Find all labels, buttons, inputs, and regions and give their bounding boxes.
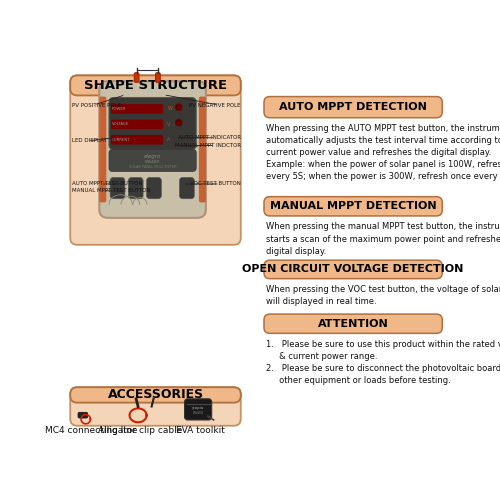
Text: Alligator clip cable: Alligator clip cable: [98, 426, 182, 435]
Text: MANUAL MPPT INDCTOR: MANUAL MPPT INDCTOR: [174, 143, 241, 148]
Text: POWER: POWER: [112, 106, 126, 110]
FancyBboxPatch shape: [184, 399, 212, 420]
Text: PV POSITIVE POLE: PV POSITIVE POLE: [72, 102, 121, 108]
FancyBboxPatch shape: [134, 72, 139, 83]
Circle shape: [176, 120, 182, 126]
Text: When pressing the manual MPPT test button, the instrument
starts a scan of the m: When pressing the manual MPPT test butto…: [266, 222, 500, 256]
Text: LED DISPLAY: LED DISPLAY: [72, 138, 107, 143]
Text: 1.   Please be sure to use this product within the rated voltage
     & current : 1. Please be sure to use this product wi…: [266, 340, 500, 386]
Circle shape: [176, 104, 182, 110]
FancyBboxPatch shape: [100, 96, 106, 202]
FancyBboxPatch shape: [264, 196, 442, 216]
FancyBboxPatch shape: [110, 178, 125, 199]
FancyBboxPatch shape: [70, 76, 241, 245]
Text: VOC TEST BUTTON: VOC TEST BUTTON: [190, 182, 241, 186]
Text: A: A: [168, 137, 171, 142]
Text: V: V: [168, 122, 171, 126]
Text: WS400: WS400: [145, 160, 160, 164]
Text: AUTO MPPT DETECTION: AUTO MPPT DETECTION: [279, 102, 427, 112]
Text: MANUAL MPPT DETECTION: MANUAL MPPT DETECTION: [270, 202, 436, 211]
Text: VOLTAGE: VOLTAGE: [112, 122, 129, 126]
Text: MANUAL MPPT TEST BUTTON: MANUAL MPPT TEST BUTTON: [72, 188, 151, 194]
FancyBboxPatch shape: [128, 178, 143, 199]
FancyBboxPatch shape: [111, 104, 163, 114]
FancyBboxPatch shape: [109, 98, 196, 150]
Text: ytopia: ytopia: [192, 406, 204, 409]
Text: elegro: elegro: [144, 154, 162, 159]
Text: OPEN CIRCUIT VOLTAGE DETECTION: OPEN CIRCUIT VOLTAGE DETECTION: [242, 264, 464, 274]
Text: When pressing the VOC test button, the voltage of solar panel
will displayed in : When pressing the VOC test button, the v…: [266, 285, 500, 306]
FancyBboxPatch shape: [100, 81, 206, 218]
FancyBboxPatch shape: [146, 178, 162, 199]
FancyBboxPatch shape: [111, 135, 163, 144]
FancyBboxPatch shape: [111, 120, 163, 129]
FancyBboxPatch shape: [70, 76, 241, 96]
FancyBboxPatch shape: [109, 150, 196, 172]
Text: AUTO MPPT TEST BUTTON: AUTO MPPT TEST BUTTON: [72, 182, 143, 186]
Text: ATTENTION: ATTENTION: [318, 318, 388, 328]
Text: PV NEGATIVE POLE: PV NEGATIVE POLE: [189, 102, 241, 108]
FancyBboxPatch shape: [180, 178, 194, 199]
FancyBboxPatch shape: [70, 387, 241, 402]
FancyBboxPatch shape: [264, 96, 442, 117]
Text: SOLAR PANEL MULTIMETER: SOLAR PANEL MULTIMETER: [129, 164, 176, 168]
FancyBboxPatch shape: [156, 72, 160, 83]
FancyBboxPatch shape: [264, 260, 442, 278]
Text: W: W: [168, 106, 172, 111]
FancyBboxPatch shape: [70, 387, 241, 426]
Text: WS400: WS400: [192, 411, 203, 415]
Text: SHAPE STRUCTURE: SHAPE STRUCTURE: [84, 79, 227, 92]
Text: EVA toolkit: EVA toolkit: [176, 426, 224, 435]
Text: ACCESSORIES: ACCESSORIES: [108, 388, 204, 402]
Text: CURRENT: CURRENT: [112, 138, 130, 141]
Text: When pressing the AUTO MPPT test button, the instrument
automatically adjusts th: When pressing the AUTO MPPT test button,…: [266, 124, 500, 181]
FancyBboxPatch shape: [264, 314, 442, 334]
Text: MC4 connecting line: MC4 connecting line: [46, 426, 138, 435]
FancyBboxPatch shape: [78, 412, 88, 418]
FancyBboxPatch shape: [199, 96, 206, 202]
Text: AUTO MPPT INDICATOR: AUTO MPPT INDICATOR: [178, 136, 241, 140]
